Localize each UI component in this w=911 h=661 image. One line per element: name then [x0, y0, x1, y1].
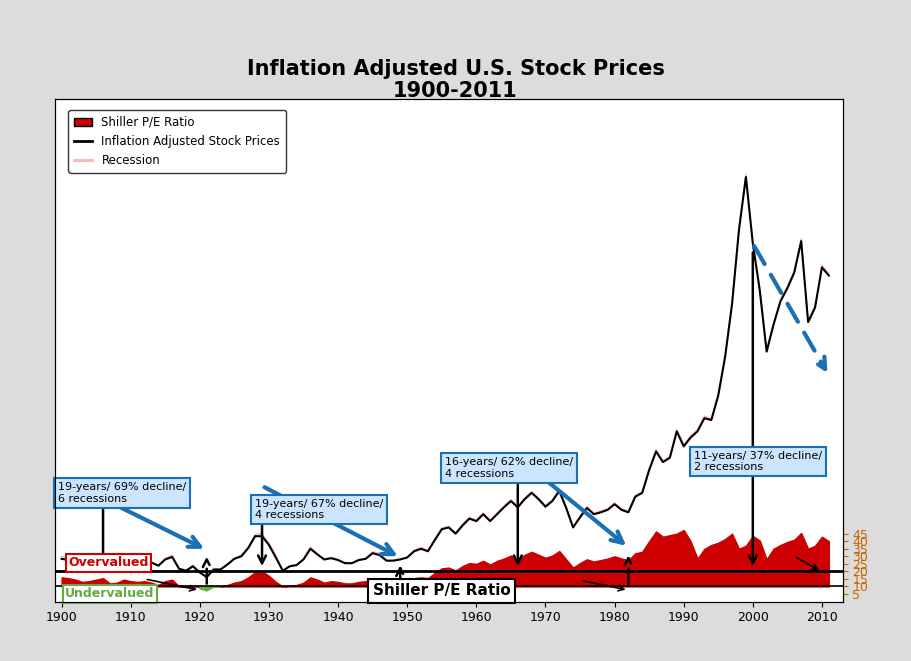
Text: 1900-2011: 1900-2011: [394, 81, 517, 101]
Text: 19-years/ 69% decline/
6 recessions: 19-years/ 69% decline/ 6 recessions: [58, 483, 187, 504]
Text: 19-years/ 67% decline/
4 recessions: 19-years/ 67% decline/ 4 recessions: [255, 498, 384, 520]
Text: 16-years/ 62% decline/
4 recessions: 16-years/ 62% decline/ 4 recessions: [445, 457, 573, 479]
Text: Overvalued: Overvalued: [68, 557, 148, 570]
Legend: Shiller P/E Ratio, Inflation Adjusted Stock Prices, Recession: Shiller P/E Ratio, Inflation Adjusted St…: [68, 110, 286, 173]
Text: 11-years/ 37% decline/
2 recessions: 11-years/ 37% decline/ 2 recessions: [694, 451, 823, 473]
Text: Inflation Adjusted U.S. Stock Prices: Inflation Adjusted U.S. Stock Prices: [247, 59, 664, 79]
Text: Shiller P/E Ratio: Shiller P/E Ratio: [373, 584, 511, 598]
Text: Undervalued: Undervalued: [65, 587, 154, 600]
